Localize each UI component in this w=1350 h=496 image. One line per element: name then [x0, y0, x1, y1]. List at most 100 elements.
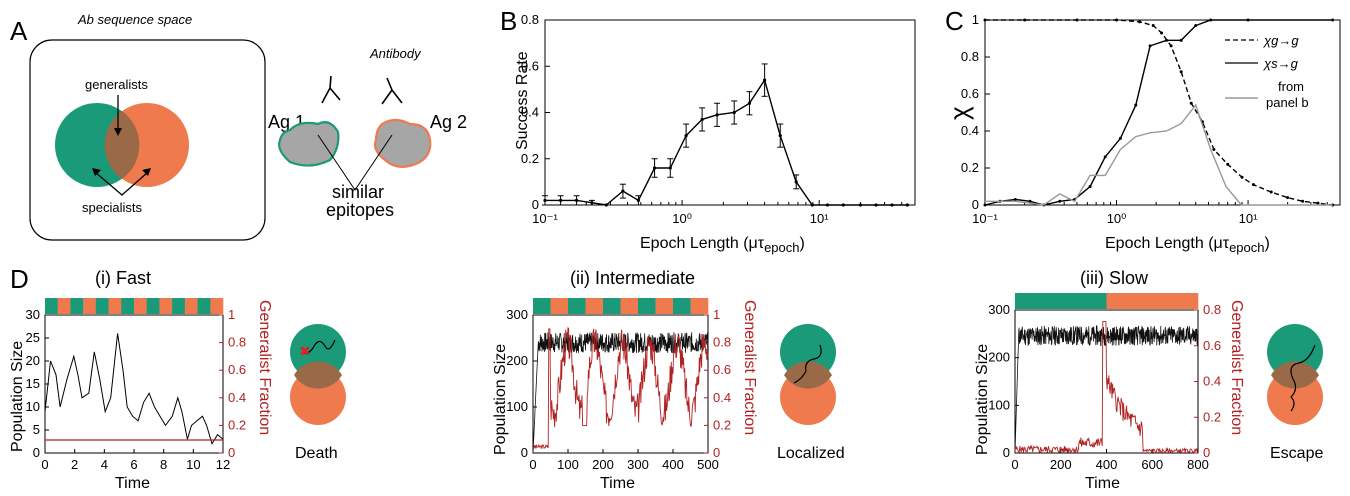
y-tick-label: 0.6	[521, 58, 539, 73]
y-axis-label: Success Rate	[514, 51, 531, 150]
intermediate-y-label-right: Generalist Fraction	[741, 300, 758, 435]
slow-y-label: Population Size	[974, 344, 991, 455]
legend: χg→g χs→g from panel b	[1225, 33, 1309, 110]
x-axis-label-main: Epoch Length (μτ	[640, 235, 765, 252]
x-tick-label: 10⁰	[672, 211, 692, 226]
y-tick-label: 0.4	[521, 105, 539, 120]
antibody-label: Antibody	[369, 46, 422, 61]
data-point	[621, 189, 625, 193]
data-point	[1138, 20, 1142, 24]
x-tick-label: 0	[529, 457, 536, 472]
data-point	[858, 203, 863, 207]
intermediate-generalist-line	[532, 326, 709, 450]
data-point	[1134, 103, 1138, 107]
x-tick-label: 10	[186, 457, 200, 472]
y-tick-label: 15	[26, 376, 40, 391]
intermediate-x-label: Time	[600, 475, 635, 492]
y-tick-label: 5	[33, 422, 40, 437]
y-tick-label: 300	[988, 302, 1010, 317]
series-line	[984, 19, 1333, 206]
x-axis-label-end: )	[1264, 235, 1269, 252]
x-axis-label-main: Epoch Length (μτ	[1105, 235, 1230, 252]
y-tick-label-right: 0.6	[228, 362, 246, 377]
x-tick-label: 2	[71, 457, 78, 472]
y-tick-label-right: 0	[228, 445, 235, 460]
antibody-icon-left	[321, 75, 341, 104]
x-axis-label-sub: epoch	[1229, 240, 1264, 255]
y-ticks: 0 0.2 0.4 0.6 0.8	[521, 12, 550, 212]
fast-population-line	[44, 333, 224, 446]
generalists-arrowhead	[114, 128, 122, 136]
similar-label: similar	[332, 182, 384, 202]
x-tick-label: 10¹	[1239, 211, 1258, 226]
y-tick-label: 0.2	[521, 151, 539, 166]
data-point	[1179, 70, 1183, 74]
y-tick-label: 0.8	[521, 12, 539, 27]
legend-gg: χg→g	[1263, 33, 1299, 48]
epoch-segment	[45, 298, 59, 314]
y-tick-label: 25	[26, 330, 40, 345]
data-point	[1165, 38, 1169, 42]
fast-epoch-bar	[45, 298, 224, 314]
fast-outcome: Death	[295, 445, 338, 462]
legend-from: from	[1278, 79, 1304, 94]
fast-trajectory	[302, 339, 336, 354]
data-point	[983, 18, 987, 22]
epoch-segment	[690, 298, 709, 314]
y-tick-label: 0	[521, 445, 528, 460]
x-tick-label: 10⁰	[1107, 211, 1127, 226]
y-tick-label: 10	[26, 399, 40, 414]
specialists-arrowhead-left	[92, 168, 101, 176]
data-point	[747, 101, 752, 105]
data-point	[1103, 155, 1107, 159]
data-point	[543, 198, 547, 202]
data-point	[1058, 199, 1062, 203]
legend-panel-b: panel b	[1266, 95, 1309, 110]
x-tick-label: 4	[101, 457, 108, 472]
y-tick-label: 0	[1003, 445, 1010, 460]
sequence-space-box	[29, 39, 266, 241]
epoch-segment	[603, 298, 621, 314]
data-point	[1075, 18, 1079, 22]
fast-y-label: Population Size	[9, 341, 26, 452]
data-point	[1194, 24, 1198, 28]
death-cross-icon: ✖	[299, 343, 311, 359]
slow-title: (iii) Slow	[1080, 268, 1149, 288]
slow-trajectory	[1290, 344, 1316, 412]
epoch-segment	[57, 298, 71, 314]
data-point	[1331, 18, 1335, 22]
y-tick-label-right: 0.6	[713, 362, 731, 377]
series-line	[985, 103, 1333, 206]
y-tick-label: 0.2	[961, 160, 979, 175]
data-point	[1151, 24, 1155, 28]
x-tick-label: 10⁻¹	[532, 211, 558, 226]
y-tick-label: 20	[26, 353, 40, 368]
y-tick-label: 0.4	[961, 123, 979, 138]
intermediate-trajectory	[793, 344, 822, 384]
y-tick-label: 0	[33, 445, 40, 460]
plot-frame	[984, 19, 1341, 206]
x-tick-label: 400	[662, 457, 684, 472]
y-tick-label-right: 0.4	[1203, 374, 1221, 389]
data-point	[1160, 31, 1164, 35]
y-tick-label: 100	[506, 399, 528, 414]
fast-y-label-right: Generalist Fraction	[256, 300, 273, 435]
fast-x-label: Time	[115, 475, 150, 492]
y-tick-label-right: 1	[713, 307, 720, 322]
epoch-segment	[210, 298, 224, 314]
chi-chart: 0 0.2 0.4 0.6 0.8 1 10⁻¹ 10⁰ 10¹ χ Epoch Length…	[944, 12, 1341, 255]
data-point	[1148, 44, 1152, 48]
data-point	[825, 203, 830, 207]
data-point	[574, 198, 579, 202]
y-ticks: 0 0.2 0.4 0.6 0.8 1	[961, 12, 990, 212]
epoch-segment	[655, 298, 674, 314]
specialists-label: specialists	[82, 200, 142, 215]
y-tick-label-right: 0	[713, 445, 720, 460]
slow-overlap	[1271, 361, 1319, 389]
x-tick-label: 500	[697, 457, 719, 472]
y-tick-label: 200	[988, 350, 1010, 365]
x-ticks: 10⁻¹ 10⁰ 10¹	[532, 200, 916, 226]
antigen-2-shape	[373, 118, 432, 168]
